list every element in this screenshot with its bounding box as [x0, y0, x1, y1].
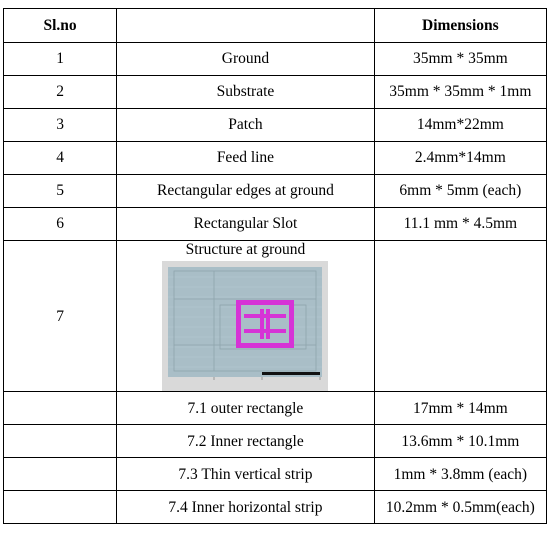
inner-horizontal-strip-bottom: [244, 329, 287, 334]
row-component: 7.1 outer rectangle: [116, 391, 375, 426]
row-dimension: 13.6mm * 10.1mm: [373, 424, 548, 459]
row-component: Feed line: [116, 141, 375, 175]
row-dimension: 35mm * 35mm: [373, 42, 548, 76]
scale-ticks: [214, 377, 321, 381]
row-slno: 4: [2, 141, 118, 175]
table-row: 6 Rectangular Slot 11.1 mm * 4.5mm: [2, 207, 548, 241]
row-component: 7.4 Inner horizontal strip: [116, 490, 375, 525]
table-row: 7.1 outer rectangle 17mm * 14mm: [2, 391, 548, 426]
table-row: 5 Rectangular edges at ground 6mm * 5mm …: [2, 174, 548, 208]
row-slno: [2, 490, 118, 525]
structure-title: Structure at ground: [185, 241, 306, 258]
row-slno: [2, 457, 118, 492]
table-row: 2 Substrate 35mm * 35mm * 1mm: [2, 75, 548, 109]
table-row: 7.4 Inner horizontal strip 10.2mm * 0.5m…: [2, 490, 548, 525]
row-dimension: 6mm * 5mm (each): [373, 174, 548, 208]
structure-cell: Structure at ground: [116, 239, 375, 393]
inner-horizontal-strip-top: [244, 314, 287, 319]
row-dimension: 10.2mm * 0.5mm(each): [373, 490, 548, 525]
row-component: Rectangular Slot: [116, 207, 375, 241]
row-dimension: 1mm * 3.8mm (each): [373, 457, 548, 492]
dimensions-table: Sl.no Dimensions 1 Ground 35mm * 35mm 2 …: [2, 8, 548, 525]
ground-structure-image: [162, 261, 329, 392]
scale-bar: [262, 372, 321, 376]
row-slno: [2, 391, 118, 426]
row-component: Patch: [116, 108, 375, 142]
thin-vertical-strip-left: [260, 309, 265, 340]
row-dimension: 2.4mm*14mm: [373, 141, 548, 175]
table-row: 4 Feed line 2.4mm*14mm: [2, 141, 548, 175]
row-slno: 7: [2, 239, 118, 393]
row-dimension: 11.1 mm * 4.5mm: [373, 207, 548, 241]
row-component: 7.2 Inner rectangle: [116, 424, 375, 459]
header-component: [116, 8, 375, 43]
row-slno: [2, 424, 118, 459]
header-slno: Sl.no: [2, 8, 118, 43]
table-row: 7.3 Thin vertical strip 1mm * 3.8mm (eac…: [2, 457, 548, 492]
table-row: 3 Patch 14mm*22mm: [2, 108, 548, 142]
row-component: Rectangular edges at ground: [116, 174, 375, 208]
table-row: 7.2 Inner rectangle 13.6mm * 10.1mm: [2, 424, 548, 459]
row-slno: 5: [2, 174, 118, 208]
table-row: 1 Ground 35mm * 35mm: [2, 42, 548, 76]
row-component: Substrate: [116, 75, 375, 109]
thin-vertical-strip-right: [266, 309, 271, 340]
row-component: 7.3 Thin vertical strip: [116, 457, 375, 492]
row-component: Ground: [116, 42, 375, 76]
row-dimension: 14mm*22mm: [373, 108, 548, 142]
row-slno: 6: [2, 207, 118, 241]
structure-dimension: [373, 239, 548, 393]
row-dimension: 35mm * 35mm * 1mm: [373, 75, 548, 109]
inner-rectangle: [241, 305, 290, 344]
row-slno: 2: [2, 75, 118, 109]
row-slno: 1: [2, 42, 118, 76]
header-row: Sl.no Dimensions: [2, 8, 548, 43]
row-dimension: 17mm * 14mm: [373, 391, 548, 426]
row-slno: 3: [2, 108, 118, 142]
header-dimensions: Dimensions: [373, 8, 548, 43]
structure-row: 7 Structure at ground: [2, 239, 548, 393]
